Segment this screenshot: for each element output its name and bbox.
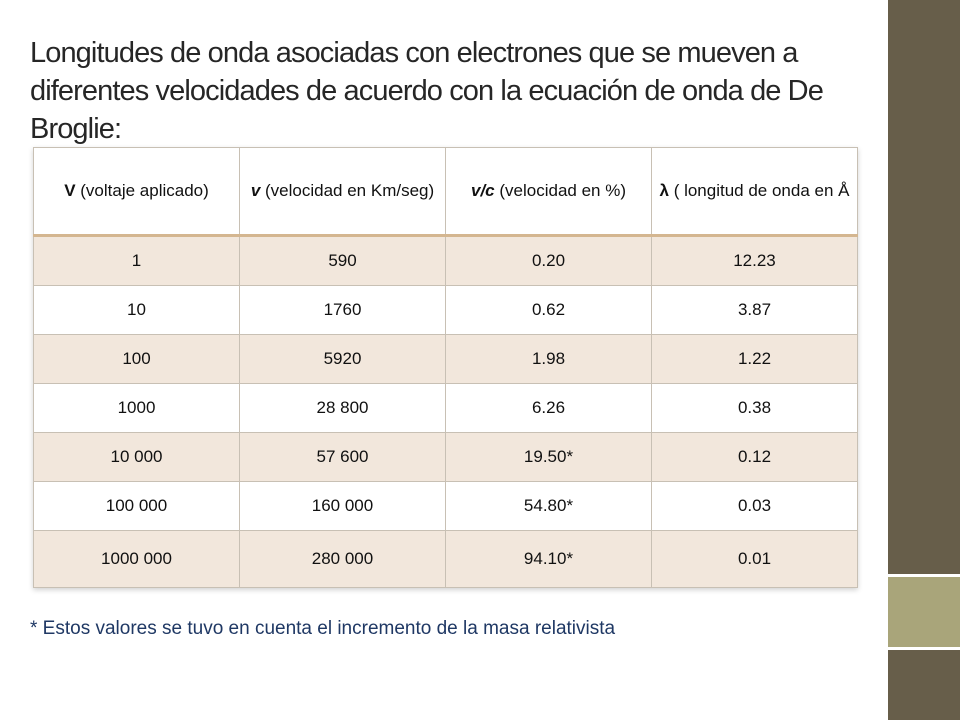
cell-velocity: 160 000: [239, 481, 446, 531]
cell-voltage: 1: [33, 235, 240, 286]
cell-velocity: 280 000: [239, 530, 446, 588]
cell-velocity-ratio: 0.20: [445, 235, 652, 286]
table-row: 1000 28 800 6.26 0.38: [33, 383, 858, 433]
cell-velocity-ratio: 94.10*: [445, 530, 652, 588]
sidebar-dark-block-bottom: [888, 650, 960, 720]
cell-voltage: 10: [33, 285, 240, 335]
cell-voltage: 100: [33, 334, 240, 384]
cell-wavelength: 0.12: [651, 432, 858, 482]
table-row: 1 590 0.20 12.23: [33, 235, 858, 286]
header-wavelength: λ ( longitud de onda en Å: [651, 147, 858, 237]
header-voltage: V (voltaje aplicado): [33, 147, 240, 237]
wavelength-table: V (voltaje aplicado) v (velocidad en Km/…: [33, 147, 858, 588]
cell-wavelength: 12.23: [651, 235, 858, 286]
table-row: 1000 000 280 000 94.10* 0.01: [33, 530, 858, 588]
cell-wavelength: 0.38: [651, 383, 858, 433]
cell-velocity-ratio: 19.50*: [445, 432, 652, 482]
table-row: 100 5920 1.98 1.22: [33, 334, 858, 384]
footnote: * Estos valores se tuvo en cuenta el inc…: [30, 618, 616, 639]
table-row: 100 000 160 000 54.80* 0.03: [33, 481, 858, 531]
table-row: 10 000 57 600 19.50* 0.12: [33, 432, 858, 482]
cell-velocity-ratio: 0.62: [445, 285, 652, 335]
table-row: 10 1760 0.62 3.87: [33, 285, 858, 335]
sidebar-light-block: [888, 577, 960, 647]
cell-velocity: 28 800: [239, 383, 446, 433]
cell-velocity-ratio: 6.26: [445, 383, 652, 433]
cell-wavelength: 1.22: [651, 334, 858, 384]
cell-velocity: 1760: [239, 285, 446, 335]
header-velocity: v (velocidad en Km/seg): [239, 147, 446, 237]
decorative-sidebar: [888, 0, 960, 720]
cell-velocity: 5920: [239, 334, 446, 384]
table-header-row: V (voltaje aplicado) v (velocidad en Km/…: [33, 147, 858, 237]
cell-voltage: 100 000: [33, 481, 240, 531]
cell-wavelength: 0.03: [651, 481, 858, 531]
cell-voltage: 1000: [33, 383, 240, 433]
cell-voltage: 10 000: [33, 432, 240, 482]
cell-velocity: 590: [239, 235, 446, 286]
cell-velocity-ratio: 54.80*: [445, 481, 652, 531]
cell-voltage: 1000 000: [33, 530, 240, 588]
cell-velocity-ratio: 1.98: [445, 334, 652, 384]
header-velocity-ratio: v/c (velocidad en %): [445, 147, 652, 237]
slide-title: Longitudes de onda asociadas con electro…: [30, 37, 824, 145]
cell-wavelength: 3.87: [651, 285, 858, 335]
cell-wavelength: 0.01: [651, 530, 858, 588]
sidebar-dark-block: [888, 0, 960, 574]
cell-velocity: 57 600: [239, 432, 446, 482]
